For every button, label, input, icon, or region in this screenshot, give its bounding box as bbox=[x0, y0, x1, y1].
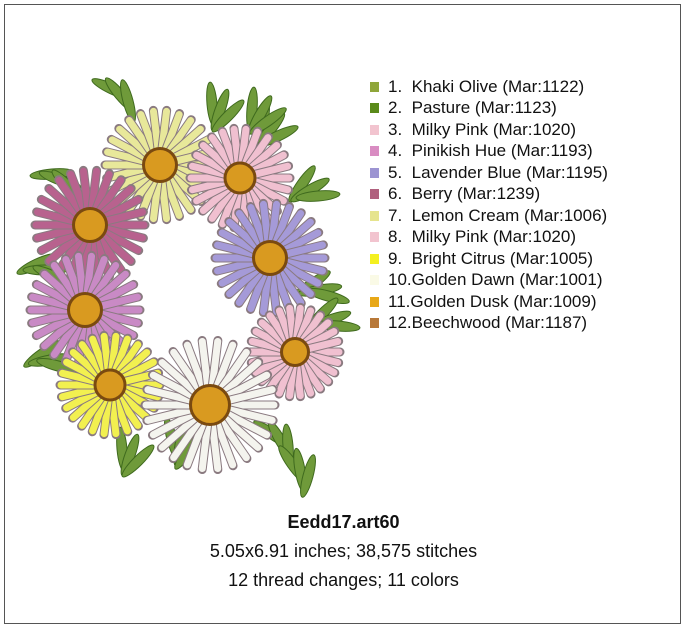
design-title: Eedd17.art60 bbox=[0, 508, 687, 537]
thread-swatch bbox=[370, 232, 379, 242]
thread-label: 2. Pasture (Mar:1123) bbox=[388, 98, 557, 118]
thread-swatch bbox=[370, 168, 379, 178]
thread-row: 8. Milky Pink (Mar:1020) bbox=[370, 227, 608, 249]
flower-center bbox=[191, 386, 230, 425]
page: 1. Khaki Olive (Mar:1122)2. Pasture (Mar… bbox=[0, 0, 687, 611]
thread-label: 11.Golden Dusk (Mar:1009) bbox=[388, 292, 597, 312]
flower-center bbox=[254, 242, 287, 275]
thread-row: 7. Lemon Cream (Mar:1006) bbox=[370, 205, 608, 227]
thread-label: 6. Berry (Mar:1239) bbox=[388, 184, 540, 204]
design-info: Eedd17.art60 5.05x6.91 inches; 38,575 st… bbox=[0, 508, 687, 595]
flower-center bbox=[282, 339, 309, 366]
thread-label: 12.Beechwood (Mar:1187) bbox=[388, 313, 587, 333]
thread-label: 4. Pinikish Hue (Mar:1193) bbox=[388, 141, 593, 161]
thread-row: 10.Golden Dawn (Mar:1001) bbox=[370, 270, 608, 292]
thread-label: 3. Milky Pink (Mar:1020) bbox=[388, 120, 576, 140]
thread-row: 11.Golden Dusk (Mar:1009) bbox=[370, 291, 608, 313]
thread-row: 12.Beechwood (Mar:1187) bbox=[370, 313, 608, 335]
thread-swatch bbox=[370, 189, 379, 199]
thread-swatch bbox=[370, 275, 379, 285]
flower-center bbox=[225, 163, 255, 193]
thread-swatch bbox=[370, 146, 379, 156]
thread-label: 9. Bright Citrus (Mar:1005) bbox=[388, 249, 593, 269]
thread-swatch bbox=[370, 103, 379, 113]
thread-swatch bbox=[370, 254, 379, 264]
thread-label: 8. Milky Pink (Mar:1020) bbox=[388, 227, 576, 247]
thread-swatch bbox=[370, 125, 379, 135]
thread-row: 6. Berry (Mar:1239) bbox=[370, 184, 608, 206]
thread-swatch bbox=[370, 211, 379, 221]
thread-swatch bbox=[370, 297, 379, 307]
thread-swatch bbox=[370, 82, 379, 92]
design-size: 5.05x6.91 inches; 38,575 stitches bbox=[0, 537, 687, 566]
thread-row: 4. Pinikish Hue (Mar:1193) bbox=[370, 141, 608, 163]
thread-row: 2. Pasture (Mar:1123) bbox=[370, 98, 608, 120]
flower-center bbox=[95, 370, 125, 400]
thread-row: 5. Lavender Blue (Mar:1195) bbox=[370, 162, 608, 184]
thread-label: 5. Lavender Blue (Mar:1195) bbox=[388, 163, 608, 183]
flower-center bbox=[144, 149, 177, 182]
flower-center bbox=[69, 294, 102, 327]
thread-swatch bbox=[370, 318, 379, 328]
thread-label: 10.Golden Dawn (Mar:1001) bbox=[388, 270, 603, 290]
thread-label: 7. Lemon Cream (Mar:1006) bbox=[388, 206, 607, 226]
thread-row: 9. Bright Citrus (Mar:1005) bbox=[370, 248, 608, 270]
thread-list: 1. Khaki Olive (Mar:1122)2. Pasture (Mar… bbox=[370, 76, 608, 334]
thread-row: 1. Khaki Olive (Mar:1122) bbox=[370, 76, 608, 98]
thread-row: 3. Milky Pink (Mar:1020) bbox=[370, 119, 608, 141]
design-changes: 12 thread changes; 11 colors bbox=[0, 566, 687, 595]
flower-center bbox=[74, 209, 107, 242]
thread-label: 1. Khaki Olive (Mar:1122) bbox=[388, 77, 584, 97]
